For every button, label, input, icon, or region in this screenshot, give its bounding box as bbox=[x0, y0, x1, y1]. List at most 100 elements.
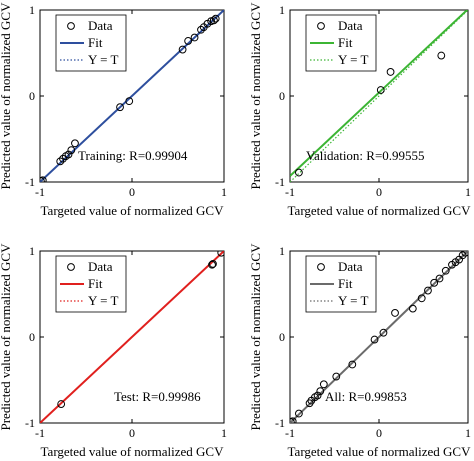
data-point bbox=[386, 68, 395, 76]
data-point bbox=[319, 380, 328, 389]
y-tick-label: 0 bbox=[29, 89, 35, 103]
x-tick-label: 0 bbox=[129, 185, 135, 199]
data-point bbox=[125, 97, 134, 106]
chart-panel-2: -1-1 0 0 1 1 Targeted value of normalized GCV… bbox=[248, 2, 471, 218]
data-point bbox=[441, 266, 450, 275]
legend-label-y-equals-t: Y = T bbox=[338, 52, 369, 67]
x-tick-label: -1 bbox=[285, 426, 295, 440]
data-point bbox=[408, 304, 417, 313]
data-point bbox=[184, 37, 193, 45]
legend-marker-data bbox=[317, 263, 325, 271]
y-tick-label: 1 bbox=[29, 244, 35, 258]
plot-area bbox=[40, 251, 224, 423]
x-tick-label: 0 bbox=[376, 185, 382, 199]
data-point bbox=[391, 309, 399, 317]
data-point bbox=[417, 294, 426, 303]
y-tick-label: 0 bbox=[279, 330, 285, 344]
data-point bbox=[424, 286, 432, 295]
x-tick-label: 1 bbox=[221, 426, 227, 440]
legend: Data Fit Y = T bbox=[55, 255, 127, 313]
data-point bbox=[376, 86, 385, 94]
x-tick-label: 0 bbox=[376, 426, 382, 440]
data-point bbox=[116, 103, 124, 112]
y-tick-label: 1 bbox=[29, 3, 35, 17]
chart-panel-3: -1-1 0 0 1 1 Targeted value of normalized GCV… bbox=[0, 243, 227, 459]
data-point bbox=[217, 251, 224, 257]
x-tick-label: 1 bbox=[465, 426, 471, 440]
y-tick-label: 0 bbox=[29, 330, 35, 344]
data-point bbox=[209, 260, 217, 268]
legend-marker-data bbox=[67, 263, 75, 271]
r-value-annotation: Test: R=0.99986 bbox=[114, 389, 201, 404]
data-point bbox=[332, 372, 341, 381]
data-point bbox=[370, 335, 379, 344]
r-value-annotation: Validation: R=0.99555 bbox=[306, 148, 425, 163]
legend-marker-data bbox=[67, 22, 75, 30]
data-point bbox=[211, 14, 220, 23]
data-point bbox=[197, 25, 205, 34]
y-axis-label: Predicted value of normalized GCV bbox=[0, 243, 13, 431]
legend-label-fit: Fit bbox=[338, 35, 353, 50]
x-tick-label: -1 bbox=[35, 185, 45, 199]
data-point bbox=[430, 278, 439, 287]
plot-area bbox=[290, 10, 468, 182]
reference-line-y-equals-t bbox=[290, 10, 468, 182]
data-point bbox=[435, 274, 444, 283]
r-value-annotation: All: R=0.99853 bbox=[325, 389, 407, 404]
legend: Data Fit Y = T bbox=[305, 255, 377, 313]
x-tick-label: 0 bbox=[129, 426, 135, 440]
data-point bbox=[461, 251, 468, 257]
x-axis-label: Targeted value of normalized GCV bbox=[288, 203, 472, 218]
x-tick-label: -1 bbox=[285, 185, 295, 199]
r-value-annotation: Training: R=0.99904 bbox=[78, 148, 188, 163]
y-tick-label: -1 bbox=[25, 416, 35, 430]
y-axis-label: Predicted value of normalized GCV bbox=[248, 2, 263, 190]
data-point bbox=[67, 146, 76, 155]
legend-label-y-equals-t: Y = T bbox=[338, 293, 369, 308]
y-tick-label: -1 bbox=[275, 416, 285, 430]
data-point bbox=[295, 168, 303, 177]
data-point bbox=[290, 417, 297, 423]
data-point bbox=[295, 409, 303, 418]
x-tick-label: 1 bbox=[465, 185, 471, 199]
legend-label-fit: Fit bbox=[338, 276, 353, 291]
legend-label-fit: Fit bbox=[88, 35, 103, 50]
data-point bbox=[437, 51, 446, 60]
legend: Data Fit Y = T bbox=[305, 14, 377, 72]
legend-label-data: Data bbox=[88, 18, 113, 33]
legend: Data Fit Y = T bbox=[55, 14, 127, 72]
x-axis-label: Targeted value of normalized GCV bbox=[41, 203, 225, 218]
plot-area bbox=[40, 10, 224, 182]
legend-label-y-equals-t: Y = T bbox=[88, 52, 119, 67]
legend-label-data: Data bbox=[338, 259, 363, 274]
data-point bbox=[190, 33, 199, 42]
chart-panel-1: -1-1 0 0 1 1 Targeted value of normalized GCV… bbox=[0, 2, 227, 218]
data-point bbox=[348, 360, 357, 369]
y-tick-label: 1 bbox=[279, 244, 285, 258]
legend-marker-data bbox=[317, 22, 325, 30]
data-point bbox=[71, 139, 79, 148]
x-tick-label: -1 bbox=[35, 426, 45, 440]
y-tick-label: -1 bbox=[25, 175, 35, 189]
legend-label-data: Data bbox=[88, 259, 113, 274]
data-point bbox=[379, 328, 388, 337]
data-point bbox=[178, 45, 187, 54]
data-point bbox=[209, 16, 218, 25]
data-point bbox=[56, 157, 65, 166]
x-axis-label: Targeted value of normalized GCV bbox=[288, 444, 472, 459]
y-tick-label: 1 bbox=[279, 3, 285, 17]
data-point bbox=[208, 260, 216, 269]
plot-area bbox=[290, 251, 468, 423]
x-axis-label: Targeted value of normalized GCV bbox=[41, 444, 225, 459]
y-tick-label: -1 bbox=[275, 175, 285, 189]
data-point bbox=[57, 400, 66, 408]
data-point bbox=[316, 387, 325, 396]
x-tick-label: 1 bbox=[221, 185, 227, 199]
legend-label-fit: Fit bbox=[88, 276, 103, 291]
legend-label-data: Data bbox=[338, 18, 363, 33]
data-point bbox=[313, 391, 322, 400]
data-point bbox=[64, 150, 73, 159]
data-point bbox=[458, 251, 467, 260]
y-tick-label: 0 bbox=[279, 89, 285, 103]
